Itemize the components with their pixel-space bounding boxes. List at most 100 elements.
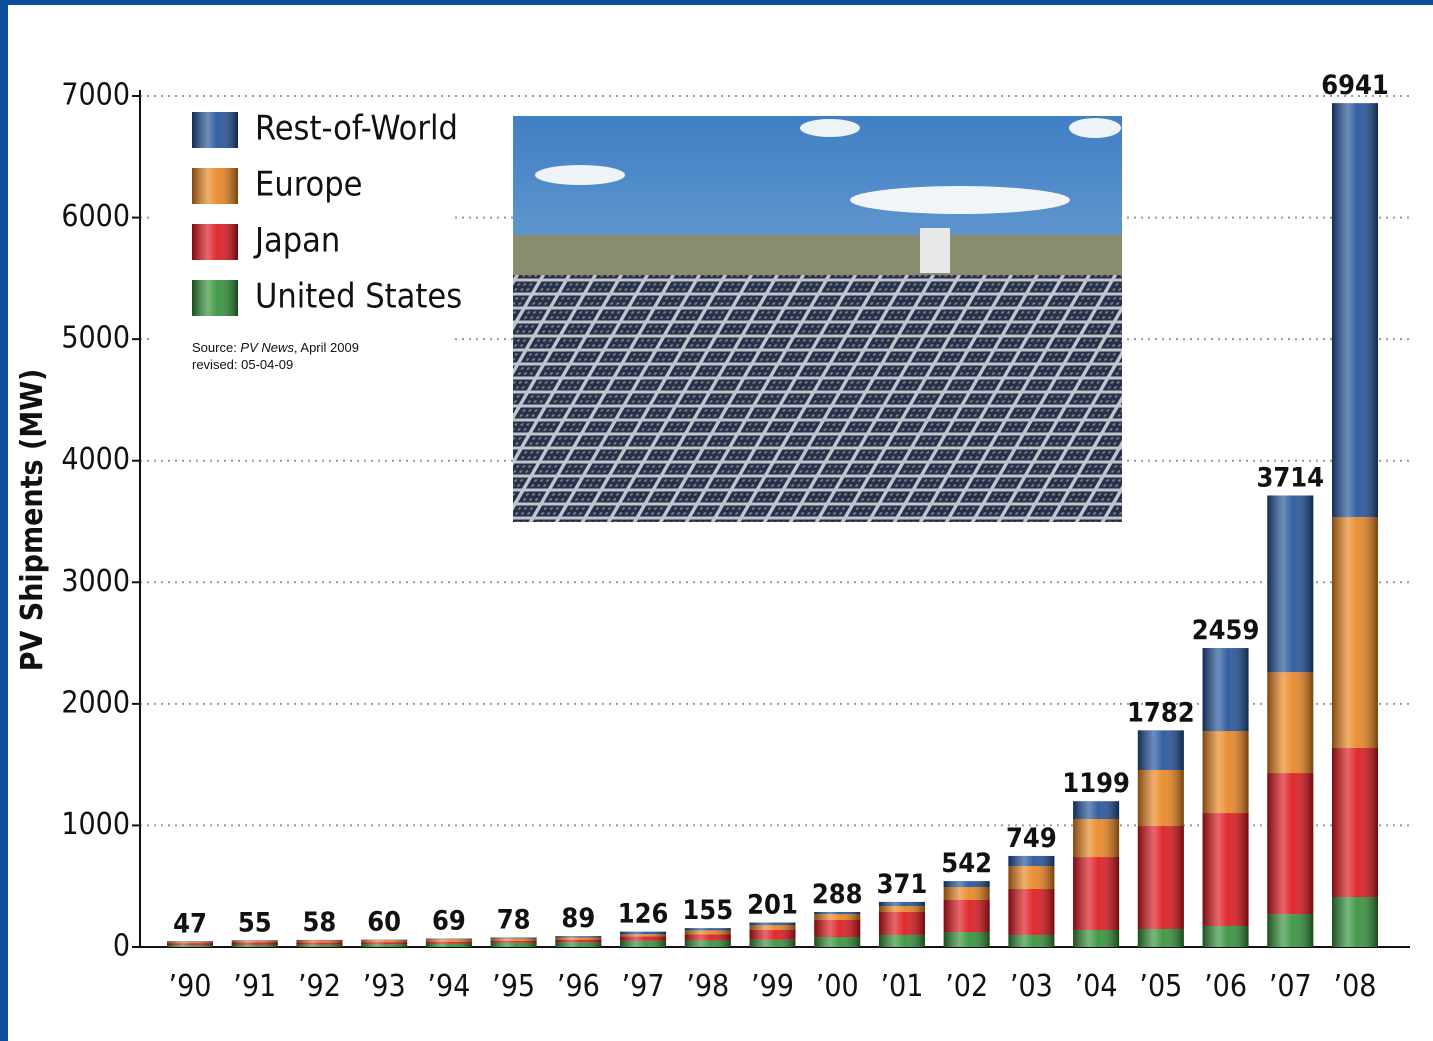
x-tick-label: ’95 xyxy=(492,969,535,1004)
bar-shine xyxy=(749,939,796,947)
bar-shine xyxy=(749,922,796,926)
bar-shine xyxy=(943,887,990,900)
photo-panels xyxy=(513,275,1122,522)
x-tick-label: ’96 xyxy=(557,969,600,1004)
bar-shine xyxy=(167,941,213,942)
source-title: PV News xyxy=(240,340,294,355)
bar-shine xyxy=(1137,769,1184,827)
bar-shine xyxy=(749,925,796,930)
bar-shine xyxy=(749,929,796,940)
legend-label: Europe xyxy=(255,165,363,205)
legend-swatch-shine xyxy=(192,168,238,204)
bar-shine xyxy=(1073,818,1120,858)
bar-shine xyxy=(1267,914,1314,947)
total-label: 3714 xyxy=(1256,462,1324,493)
bar-shine xyxy=(943,899,990,933)
x-tick-label: ’93 xyxy=(363,969,406,1004)
bar-shine xyxy=(684,928,731,931)
bar-shine xyxy=(555,937,602,940)
x-tick-label: ’01 xyxy=(880,969,923,1004)
bar-shine xyxy=(231,942,278,945)
bar-shine xyxy=(555,939,602,943)
x-tick-label: ’08 xyxy=(1334,969,1377,1004)
source-suffix: , April 2009 xyxy=(294,340,359,355)
bar-shine xyxy=(620,940,667,947)
bar-shine xyxy=(296,944,343,947)
y-tick-label: 3000 xyxy=(61,564,130,599)
bar-shine xyxy=(943,932,990,947)
bar-shine xyxy=(878,901,925,907)
bar-shine xyxy=(684,930,731,935)
legend-label: United States xyxy=(255,277,462,317)
bar-shine xyxy=(1137,826,1184,930)
total-label: 201 xyxy=(747,890,798,921)
x-tick-label: ’92 xyxy=(298,969,341,1004)
y-tick-label: 5000 xyxy=(61,321,130,356)
photo-city xyxy=(513,235,1122,280)
bar-shine xyxy=(167,941,213,944)
x-tick-label: ’03 xyxy=(1010,969,1053,1004)
photo-building xyxy=(920,228,950,273)
x-tick-label: ’99 xyxy=(751,969,794,1004)
bar-shine xyxy=(425,939,472,942)
y-tick-label: 0 xyxy=(113,929,130,964)
photo-cloud xyxy=(1069,118,1121,138)
bar-shine xyxy=(425,941,472,944)
bar-shine xyxy=(490,940,537,943)
x-tick-label: ’06 xyxy=(1204,969,1247,1004)
legend-label: Japan xyxy=(253,221,340,261)
total-label: 89 xyxy=(561,903,595,934)
bar-shine xyxy=(555,942,602,947)
bar-shine xyxy=(684,934,731,941)
total-label: 1199 xyxy=(1062,768,1130,799)
bar-shine xyxy=(1202,731,1249,814)
total-label: 542 xyxy=(941,848,992,879)
total-label: 55 xyxy=(238,907,272,938)
y-tick-label: 2000 xyxy=(61,685,130,720)
bar-shine xyxy=(1202,925,1249,947)
total-label: 78 xyxy=(497,905,531,936)
x-tick-label: ’04 xyxy=(1075,969,1118,1004)
bar-shine xyxy=(878,911,925,935)
y-tick-label: 1000 xyxy=(61,807,130,842)
bar-shine xyxy=(231,944,278,947)
bar-shine xyxy=(490,942,537,947)
y-tick-label: 7000 xyxy=(61,78,130,113)
bar-shine xyxy=(1332,103,1378,518)
bar-shine xyxy=(1008,866,1055,890)
x-tick-label: ’02 xyxy=(945,969,988,1004)
bar-shine xyxy=(814,911,861,915)
x-tick-label: ’98 xyxy=(686,969,729,1004)
bar-shine xyxy=(231,940,278,943)
bar-shine xyxy=(1137,929,1184,947)
bar-shine xyxy=(1073,929,1120,947)
bar-shine xyxy=(1332,517,1378,748)
bar-shine xyxy=(878,934,925,947)
x-tick-label: ’97 xyxy=(622,969,665,1004)
total-label: 60 xyxy=(367,907,401,938)
bar-shine xyxy=(1267,672,1314,774)
bar-shine xyxy=(1202,648,1249,732)
legend-label: Rest-of-World xyxy=(255,109,458,149)
bar-shine xyxy=(490,937,537,939)
bar-shine xyxy=(943,881,990,888)
bar-shine xyxy=(814,920,861,938)
bar-shine xyxy=(1332,897,1378,947)
legend-swatch-shine xyxy=(192,112,238,148)
bar-shine xyxy=(1073,857,1120,930)
total-label: 6941 xyxy=(1321,70,1389,101)
photo xyxy=(513,116,1122,522)
bar-shine xyxy=(684,940,731,947)
total-label: 58 xyxy=(303,907,337,938)
bar-shine xyxy=(425,943,472,947)
total-label: 288 xyxy=(812,879,863,910)
x-tick-label: ’91 xyxy=(233,969,276,1004)
bar-shine xyxy=(814,937,861,947)
x-tick-label: ’07 xyxy=(1269,969,1312,1004)
source-note: Source: PV News, April 2009 xyxy=(192,340,359,355)
bar-shine xyxy=(1202,813,1249,926)
bar-shine xyxy=(361,940,408,943)
bar-shine xyxy=(1267,773,1314,915)
source-prefix: Source: xyxy=(192,340,240,355)
